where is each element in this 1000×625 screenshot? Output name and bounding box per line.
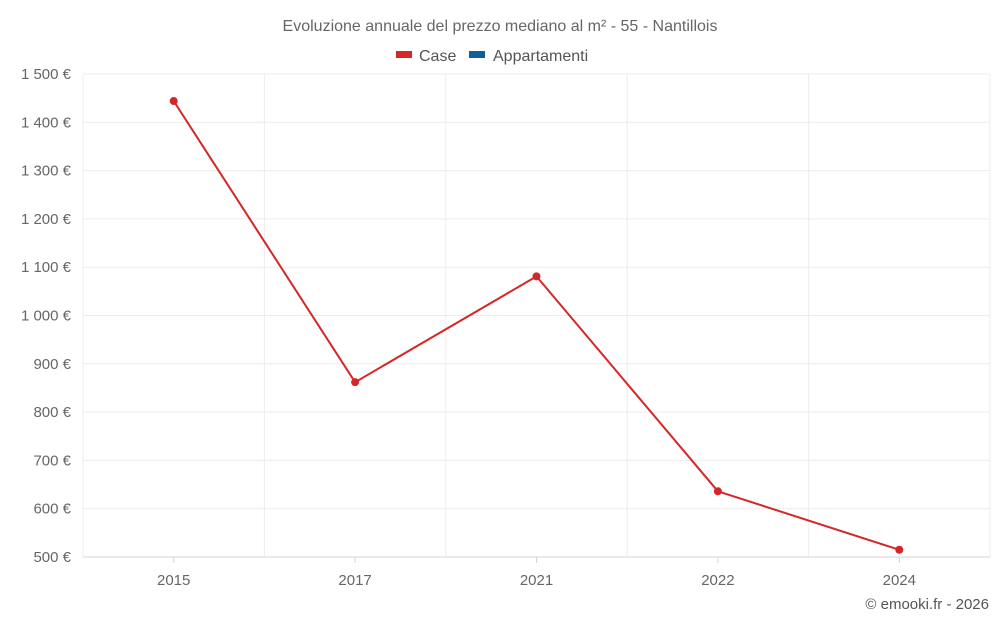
y-tick-label: 700 €: [33, 452, 71, 469]
y-tick-label: 900 €: [33, 356, 71, 373]
gridlines: [82, 73, 991, 558]
y-tick-label: 800 €: [33, 404, 71, 421]
legend-item-appartamenti[interactable]: Appartamenti: [469, 48, 588, 65]
y-tick-label: 1 100 €: [21, 259, 72, 276]
legend-swatch-appartamenti: [469, 51, 485, 58]
x-axis-ticks: 2015 2017 2021 2022 2024: [157, 557, 916, 589]
series-line-case: [172, 100, 900, 551]
legend: Case Appartamenti: [396, 48, 588, 65]
chart-title: Evoluzione annuale del prezzo mediano al…: [283, 18, 718, 35]
legend-swatch-case: [396, 51, 412, 58]
x-tick-label: 2017: [338, 572, 371, 589]
data-point-case[interactable]: [713, 487, 722, 496]
legend-label-appartamenti: Appartamenti: [493, 48, 588, 65]
x-tick-label: 2015: [157, 572, 190, 589]
y-tick-label: 1 300 €: [21, 163, 72, 180]
data-point-case[interactable]: [895, 545, 904, 554]
y-tick-label: 1 000 €: [21, 308, 72, 325]
data-point-case[interactable]: [169, 97, 178, 106]
y-tick-label: 500 €: [33, 549, 71, 566]
credit-text: © emooki.fr - 2026: [865, 596, 989, 613]
x-tick-label: 2022: [701, 572, 734, 589]
data-point-case[interactable]: [351, 378, 360, 387]
y-tick-label: 1 500 €: [21, 66, 72, 83]
data-point-case[interactable]: [532, 272, 541, 281]
y-tick-label: 1 200 €: [21, 211, 72, 228]
legend-item-case[interactable]: Case: [396, 48, 456, 65]
legend-label-case: Case: [419, 48, 456, 65]
x-tick-label: 2024: [883, 572, 916, 589]
series-case: [169, 97, 904, 554]
y-axis-ticks: 500 € 600 € 700 € 800 € 900 € 1 000 € 1 100 € 1…: [21, 66, 72, 566]
y-tick-label: 1 400 €: [21, 114, 72, 131]
x-tick-label: 2021: [520, 572, 553, 589]
y-tick-label: 600 €: [33, 501, 71, 518]
